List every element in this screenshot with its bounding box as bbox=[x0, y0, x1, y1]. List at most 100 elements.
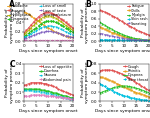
Loss of appetite bbox=[30, 82, 32, 83]
Skin rash bbox=[113, 39, 115, 40]
Diarrhea bbox=[60, 94, 61, 96]
Cough bbox=[116, 71, 118, 73]
Loss of taste bbox=[55, 32, 57, 33]
Dyspnea bbox=[138, 88, 140, 89]
Loss of taste bbox=[26, 37, 27, 39]
Sore throat bbox=[104, 86, 105, 87]
Chills bbox=[113, 33, 115, 34]
Fatigue bbox=[123, 22, 125, 23]
Loss of taste bbox=[23, 38, 25, 40]
Diarrhea bbox=[26, 88, 27, 90]
Anosmia bbox=[33, 21, 35, 23]
Cough bbox=[106, 69, 108, 71]
Hypogeusia bbox=[35, 22, 37, 24]
Anosmia bbox=[52, 13, 54, 15]
Anosmia bbox=[50, 12, 52, 14]
Loss of smell bbox=[52, 26, 54, 27]
Loss of appetite bbox=[33, 82, 35, 83]
Skin rash bbox=[133, 39, 135, 41]
Myalgia bbox=[121, 33, 123, 35]
Abdominal pain bbox=[45, 95, 47, 97]
Sore throat bbox=[121, 94, 123, 96]
Loss of taste bbox=[52, 31, 54, 32]
Myalgia bbox=[143, 39, 144, 40]
Nausea bbox=[50, 93, 52, 95]
Headache bbox=[69, 36, 71, 38]
Fatigue bbox=[101, 10, 103, 12]
Dyspnea bbox=[116, 86, 118, 88]
Dysgeusia bbox=[48, 20, 49, 22]
Diarrhea bbox=[65, 95, 66, 97]
Dysgeusia bbox=[35, 27, 37, 28]
Sore throat bbox=[130, 97, 132, 98]
Sweating bbox=[133, 39, 135, 40]
Nausea bbox=[23, 89, 25, 91]
Rhinitis bbox=[133, 91, 135, 92]
Legend: Cough, Rhinitis, Dyspnea, Sore throat: Cough, Rhinitis, Dyspnea, Sore throat bbox=[123, 64, 148, 82]
Loss of appetite bbox=[35, 82, 37, 83]
Diarrhea bbox=[50, 91, 52, 93]
Syncope/seizure bbox=[67, 40, 69, 41]
Abdominal pain bbox=[67, 97, 69, 98]
Chills bbox=[121, 35, 123, 37]
Syncope/seizure bbox=[60, 40, 61, 41]
Abdominal pain bbox=[57, 96, 59, 97]
Syncope/seizure bbox=[40, 40, 42, 41]
Myalgia bbox=[145, 39, 147, 41]
Line: Nausea: Nausea bbox=[23, 89, 74, 99]
Diarrhea bbox=[28, 88, 30, 90]
Fatigue bbox=[148, 34, 149, 36]
Cough bbox=[135, 82, 137, 83]
Loss of smell bbox=[48, 25, 49, 27]
Chills bbox=[145, 39, 147, 41]
Loss of taste bbox=[28, 36, 30, 38]
Myalgia bbox=[133, 38, 135, 39]
Loss of appetite bbox=[50, 85, 52, 86]
Loss of smell bbox=[30, 33, 32, 34]
Loss of appetite bbox=[52, 86, 54, 87]
Syncope/seizure bbox=[30, 40, 32, 41]
Cough bbox=[138, 83, 140, 85]
Myalgia bbox=[135, 38, 137, 39]
Sweating bbox=[138, 39, 140, 41]
Line: Dysgeusia: Dysgeusia bbox=[23, 20, 74, 37]
Myalgia bbox=[101, 23, 103, 24]
Syncope/seizure bbox=[57, 40, 59, 41]
Hypogeusia bbox=[43, 17, 44, 18]
Loss of taste bbox=[72, 37, 74, 38]
Nausea bbox=[30, 89, 32, 91]
Myalgia bbox=[116, 31, 118, 32]
Skin rash bbox=[99, 39, 101, 40]
Diarrhea bbox=[40, 89, 42, 91]
Syncope/seizure bbox=[69, 40, 71, 41]
Loss of appetite bbox=[62, 90, 64, 92]
Sweating bbox=[109, 35, 110, 37]
Nausea bbox=[33, 90, 35, 92]
Anosmia bbox=[48, 12, 49, 13]
Hypogeusia bbox=[28, 29, 30, 31]
Hypogeusia bbox=[67, 26, 69, 28]
Myalgia bbox=[118, 32, 120, 34]
Line: Myalgia: Myalgia bbox=[99, 22, 149, 41]
Fatigue bbox=[116, 18, 118, 19]
Line: Chills: Chills bbox=[99, 26, 149, 41]
Chills bbox=[143, 39, 144, 41]
Chills bbox=[133, 38, 135, 40]
Hypogeusia bbox=[45, 16, 47, 17]
Cough bbox=[148, 89, 149, 91]
Hypogeusia bbox=[55, 17, 57, 19]
Hypogeusia bbox=[38, 20, 40, 21]
Sore throat bbox=[128, 97, 130, 98]
Dysgeusia bbox=[72, 32, 74, 33]
Dysgeusia bbox=[45, 21, 47, 22]
Dyspnea bbox=[135, 88, 137, 89]
Cough bbox=[113, 70, 115, 72]
Hypogeusia bbox=[60, 21, 61, 22]
Y-axis label: Probability of
symptom presence: Probability of symptom presence bbox=[81, 2, 89, 43]
Cough bbox=[99, 70, 101, 72]
Fatigue bbox=[143, 32, 144, 34]
Sweating bbox=[128, 39, 130, 40]
Anosmia bbox=[30, 24, 32, 25]
Loss of smell bbox=[26, 36, 27, 37]
Abdominal pain bbox=[69, 98, 71, 99]
